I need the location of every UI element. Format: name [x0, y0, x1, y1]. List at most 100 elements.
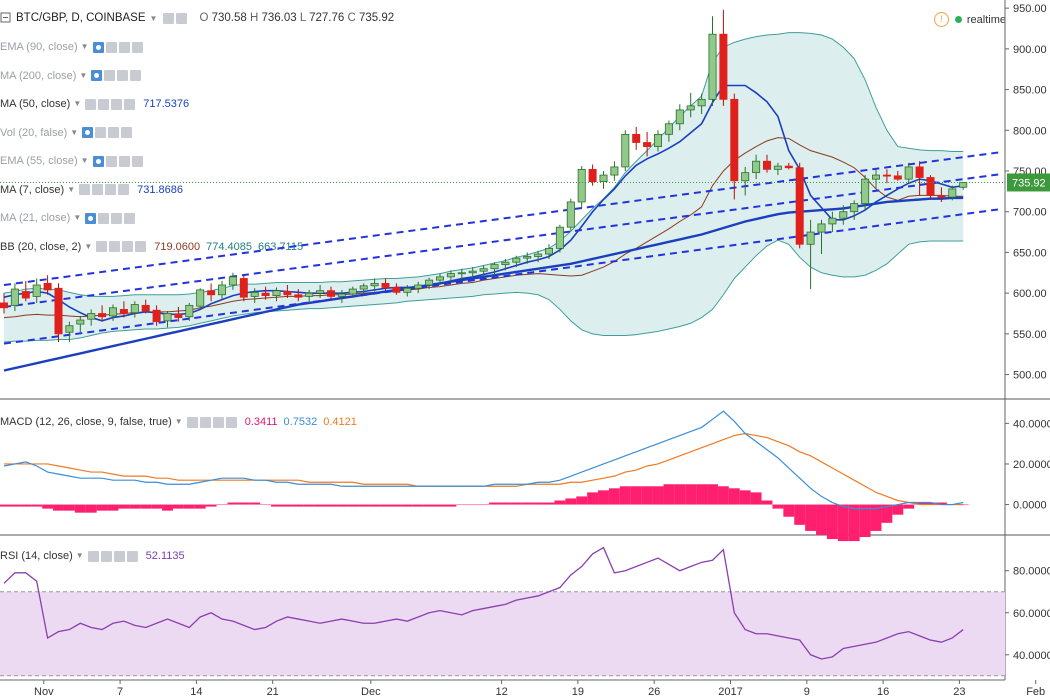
indicator-legend[interactable]: MA (21, close) ▼: [0, 211, 137, 225]
indicator-legend[interactable]: MA (7, close) ▼ 731.8686: [0, 183, 183, 197]
eye-icon[interactable]: [85, 98, 97, 110]
legend-label[interactable]: BB (20, close, 2): [0, 240, 82, 253]
chevron-down-icon[interactable]: ▼: [174, 417, 183, 426]
legend-label[interactable]: RSI (14, close): [0, 550, 73, 562]
candle: [904, 162, 913, 184]
candle-body: [239, 278, 248, 298]
indicator-legend[interactable]: BB (20, close, 2) ▼ 719.0600 774.4085 663.71…: [0, 240, 303, 254]
gear-icon[interactable]: [100, 550, 112, 562]
legend-label[interactable]: MA (7, close): [0, 183, 65, 196]
price-tick-label: 650.00: [1013, 247, 1047, 259]
ohlc-readout: O 730.58 H 736.03 L 727.76 C 735.92: [199, 12, 395, 24]
eye-icon[interactable]: [91, 70, 103, 81]
chevron-down-icon[interactable]: ▼: [80, 42, 89, 51]
eye-icon[interactable]: [82, 127, 94, 138]
legend-label[interactable]: MACD (12, 26, close, 9, false, true): [0, 416, 172, 428]
trendline-lower[interactable]: [3, 208, 999, 345]
macd-signal-line: [4, 432, 964, 506]
chevron-down-icon[interactable]: ▼: [75, 551, 84, 560]
time-tick-label: 16: [877, 686, 889, 698]
plus-icon[interactable]: [113, 550, 125, 562]
last-price-label: 735.92: [1012, 177, 1046, 189]
chevron-down-icon[interactable]: ▼: [73, 213, 82, 222]
indicator-legend[interactable]: Vol (20, false) ▼: [0, 126, 134, 140]
indicator-legend[interactable]: EMA (55, close) ▼: [0, 154, 145, 168]
chevron-down-icon[interactable]: ▼: [70, 127, 79, 137]
macd-hist-bar: [587, 492, 599, 505]
trendline-upper[interactable]: [3, 151, 999, 286]
macd-hist-bar: [271, 504, 282, 507]
chevron-down-icon[interactable]: ▼: [84, 241, 93, 251]
gear-icon[interactable]: [104, 70, 116, 81]
close-icon[interactable]: [130, 70, 142, 81]
eye-icon[interactable]: [92, 41, 104, 53]
indicator-legend[interactable]: MA (50, close) ▼ 717.5376: [0, 97, 189, 111]
hide-icon[interactable]: [176, 12, 188, 24]
open-value: 730.58: [211, 12, 247, 24]
close-icon[interactable]: [135, 241, 147, 252]
collapse-icon[interactable]: [0, 12, 12, 24]
candle-body: [43, 282, 52, 291]
eye-icon[interactable]: [186, 416, 198, 428]
symbol-title[interactable]: BTC/GBP, D, COINBASE: [16, 12, 146, 24]
candle: [348, 286, 357, 299]
candle: [817, 219, 826, 255]
plus-icon[interactable]: [118, 155, 130, 167]
legend-label[interactable]: MA (200, close): [0, 69, 77, 82]
close-icon[interactable]: [121, 127, 133, 138]
plus-icon[interactable]: [108, 127, 120, 138]
chevron-down-icon[interactable]: ▼: [79, 70, 88, 80]
legend-label[interactable]: EMA (55, close): [0, 155, 78, 167]
indicator-legend[interactable]: MA (200, close) ▼: [0, 69, 143, 83]
candle: [675, 104, 684, 131]
legend-label[interactable]: MA (50, close): [0, 98, 71, 110]
rsi-legend[interactable]: RSI (14, close) ▼ 52.1135: [0, 549, 185, 563]
close-icon[interactable]: [124, 98, 136, 110]
gear-icon[interactable]: [199, 416, 211, 428]
candle-body: [316, 290, 325, 294]
ma7-line: [3, 84, 964, 322]
close-icon[interactable]: [118, 184, 130, 195]
close-icon[interactable]: [131, 41, 143, 53]
symbol-caret-icon[interactable]: ▼: [149, 13, 158, 23]
plus-icon[interactable]: [122, 241, 134, 252]
chevron-down-icon[interactable]: ▼: [73, 99, 82, 108]
indicator-legend[interactable]: EMA (90, close) ▼: [0, 40, 145, 54]
plus-icon[interactable]: [118, 41, 130, 53]
eye-icon[interactable]: [87, 550, 99, 562]
plus-icon[interactable]: [111, 212, 123, 224]
close-icon[interactable]: [225, 416, 237, 428]
close-icon[interactable]: [124, 212, 136, 224]
eye-icon[interactable]: [79, 184, 91, 195]
candle: [643, 131, 652, 157]
plus-icon[interactable]: [105, 184, 117, 195]
eye-icon[interactable]: [92, 155, 104, 167]
close-icon[interactable]: [126, 550, 138, 562]
candle-body: [948, 188, 957, 198]
gear-icon[interactable]: [105, 41, 117, 53]
macd-legend[interactable]: MACD (12, 26, close, 9, false, true) ▼ 0.3…: [0, 415, 357, 429]
candle: [250, 288, 259, 303]
plus-icon[interactable]: [212, 416, 224, 428]
legend-label[interactable]: MA (21, close): [0, 212, 71, 224]
warning-icon[interactable]: !: [933, 12, 949, 27]
candle: [719, 9, 728, 106]
plus-icon[interactable]: [117, 70, 129, 81]
plus-icon[interactable]: [111, 98, 123, 110]
gear-icon[interactable]: [92, 184, 104, 195]
gear-icon[interactable]: [109, 241, 121, 252]
gear-icon[interactable]: [98, 98, 110, 110]
gear-icon[interactable]: [98, 212, 110, 224]
candle: [359, 283, 368, 295]
candle-body: [577, 168, 586, 203]
eye-icon[interactable]: [96, 241, 108, 252]
eye-icon[interactable]: [85, 212, 97, 224]
gear-icon[interactable]: [95, 127, 107, 138]
settings-icon[interactable]: [163, 12, 175, 24]
chevron-down-icon[interactable]: ▼: [80, 156, 89, 165]
legend-label[interactable]: Vol (20, false): [0, 126, 68, 139]
legend-label[interactable]: EMA (90, close): [0, 41, 78, 53]
close-icon[interactable]: [131, 155, 143, 167]
chevron-down-icon[interactable]: ▼: [67, 184, 76, 194]
gear-icon[interactable]: [105, 155, 117, 167]
